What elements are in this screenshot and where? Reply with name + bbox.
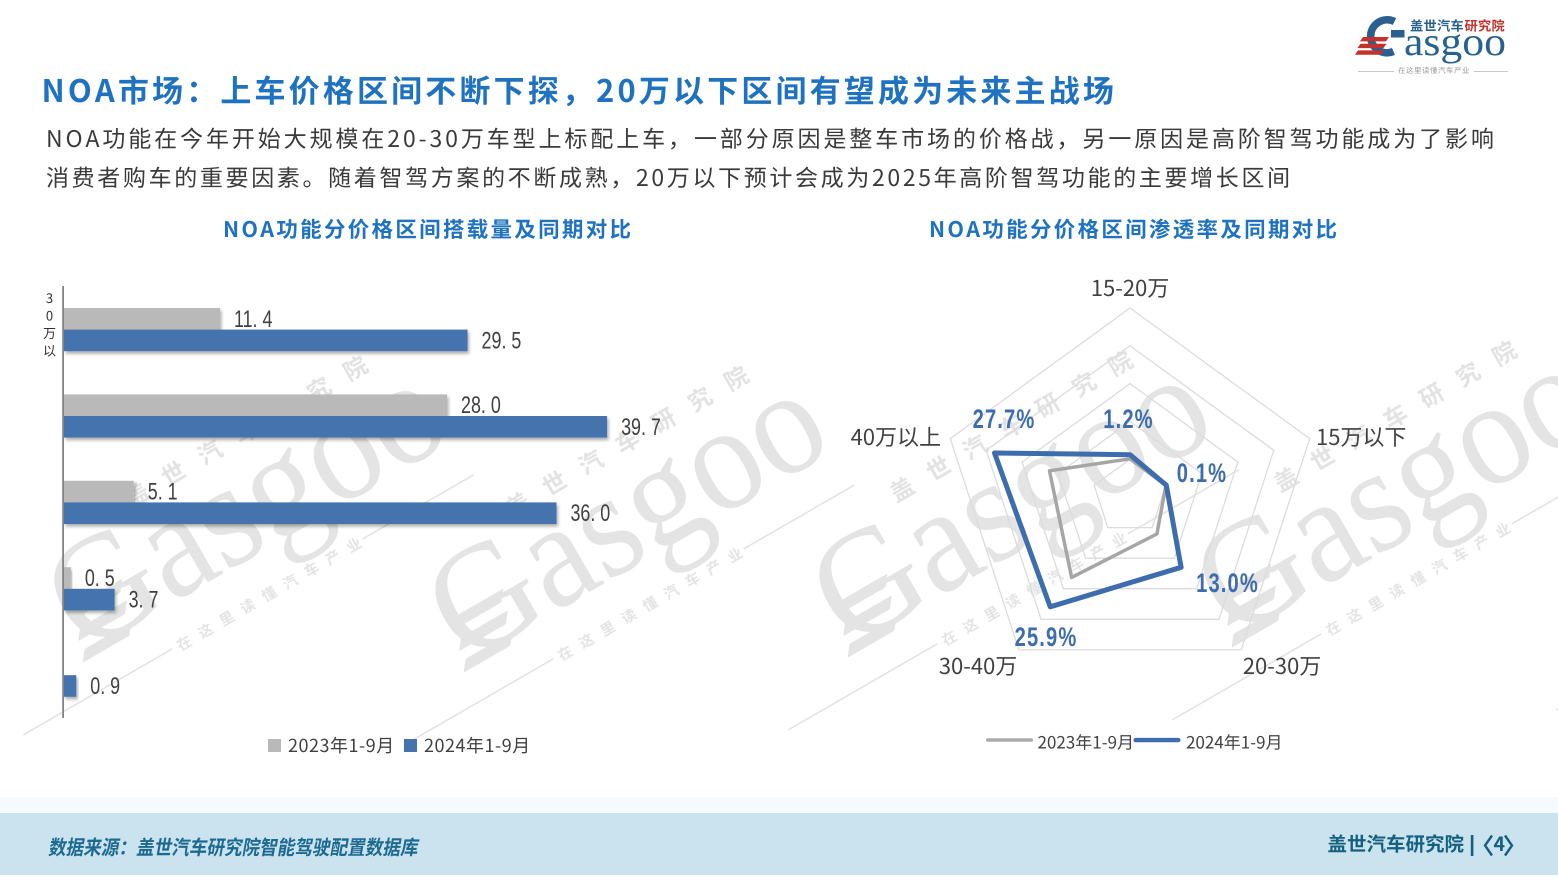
svg-text:0.1%: 0.1%	[1177, 458, 1227, 487]
svg-text:asgoo: asgoo	[1404, 19, 1506, 64]
svg-text:1.2%: 1.2%	[1103, 404, 1153, 433]
svg-text:25.9%: 25.9%	[1015, 622, 1078, 651]
svg-text:29. 5: 29. 5	[482, 327, 522, 354]
svg-text:27.7%: 27.7%	[973, 404, 1036, 433]
svg-text:0. 5: 0. 5	[85, 564, 115, 591]
svg-text:0. 9: 0. 9	[90, 672, 120, 699]
svg-text:11. 4: 11. 4	[234, 305, 272, 332]
svg-text:28. 0: 28. 0	[461, 391, 501, 418]
svg-text:3. 7: 3. 7	[129, 586, 159, 613]
svg-text:39. 7: 39. 7	[621, 413, 661, 440]
svg-text:5. 1: 5. 1	[148, 478, 178, 505]
svg-text:13.0%: 13.0%	[1196, 568, 1259, 597]
svg-text:36. 0: 36. 0	[570, 499, 610, 526]
